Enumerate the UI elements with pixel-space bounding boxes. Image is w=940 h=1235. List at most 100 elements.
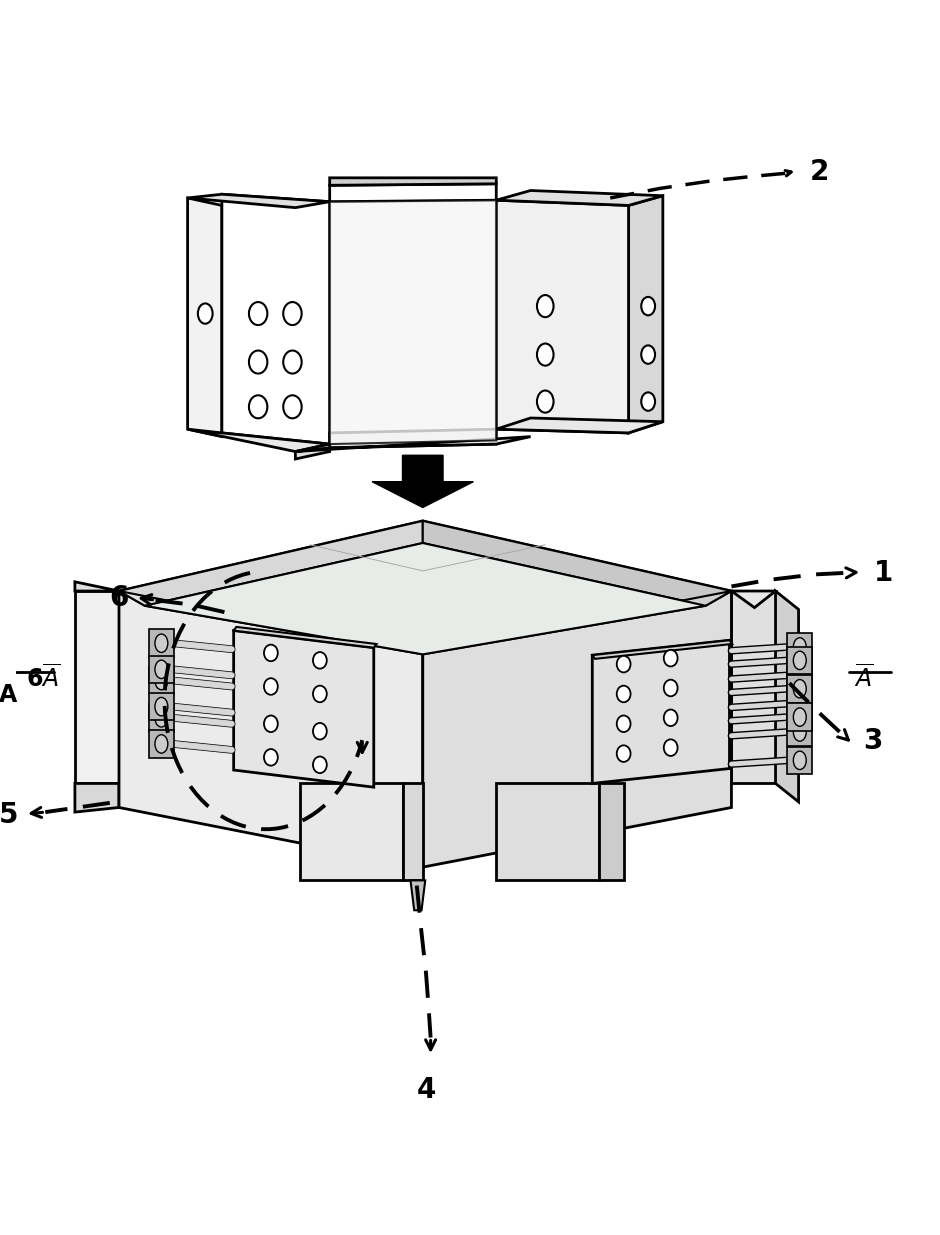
Ellipse shape xyxy=(264,645,278,661)
Ellipse shape xyxy=(617,746,631,762)
Text: 3: 3 xyxy=(863,727,883,755)
Ellipse shape xyxy=(283,395,302,419)
Text: 4: 4 xyxy=(416,1076,436,1104)
Polygon shape xyxy=(119,592,423,655)
Polygon shape xyxy=(295,437,530,452)
Polygon shape xyxy=(731,592,776,783)
Text: 5: 5 xyxy=(0,800,19,829)
Ellipse shape xyxy=(155,661,168,678)
Ellipse shape xyxy=(793,694,807,713)
Ellipse shape xyxy=(155,735,168,753)
Polygon shape xyxy=(119,521,423,605)
Text: 6: 6 xyxy=(27,667,43,692)
Polygon shape xyxy=(330,178,496,185)
FancyBboxPatch shape xyxy=(788,703,812,731)
Text: $\overline{A}$: $\overline{A}$ xyxy=(854,666,873,693)
Ellipse shape xyxy=(793,722,807,741)
FancyBboxPatch shape xyxy=(149,630,174,657)
Ellipse shape xyxy=(249,303,267,325)
Ellipse shape xyxy=(537,390,554,412)
Ellipse shape xyxy=(617,685,631,703)
Polygon shape xyxy=(188,430,330,452)
Ellipse shape xyxy=(617,715,631,732)
FancyBboxPatch shape xyxy=(788,662,812,689)
Ellipse shape xyxy=(537,295,554,317)
Polygon shape xyxy=(75,582,119,592)
Ellipse shape xyxy=(641,296,655,315)
Ellipse shape xyxy=(617,656,631,672)
Polygon shape xyxy=(423,592,731,867)
Ellipse shape xyxy=(249,351,267,373)
Polygon shape xyxy=(629,195,663,433)
Polygon shape xyxy=(776,592,799,802)
Polygon shape xyxy=(496,417,663,433)
Ellipse shape xyxy=(313,757,327,773)
Ellipse shape xyxy=(664,740,678,756)
Ellipse shape xyxy=(313,685,327,703)
Ellipse shape xyxy=(793,651,807,669)
Polygon shape xyxy=(423,592,731,655)
Polygon shape xyxy=(188,198,222,437)
Polygon shape xyxy=(222,194,330,445)
Ellipse shape xyxy=(283,351,302,373)
Polygon shape xyxy=(731,592,776,608)
Polygon shape xyxy=(234,631,374,787)
Polygon shape xyxy=(330,200,496,445)
Polygon shape xyxy=(330,184,496,201)
Polygon shape xyxy=(75,592,119,783)
Ellipse shape xyxy=(264,750,278,766)
Ellipse shape xyxy=(155,672,168,689)
Ellipse shape xyxy=(264,678,278,695)
Ellipse shape xyxy=(793,637,807,656)
Polygon shape xyxy=(592,640,729,783)
Polygon shape xyxy=(119,592,423,867)
Text: 2: 2 xyxy=(810,158,829,185)
Text: A: A xyxy=(0,683,18,706)
Ellipse shape xyxy=(313,652,327,668)
Ellipse shape xyxy=(641,393,655,411)
Ellipse shape xyxy=(664,710,678,726)
Ellipse shape xyxy=(793,751,807,769)
FancyBboxPatch shape xyxy=(149,693,174,720)
Polygon shape xyxy=(300,783,403,881)
Polygon shape xyxy=(119,521,731,651)
FancyBboxPatch shape xyxy=(149,730,174,758)
FancyBboxPatch shape xyxy=(788,690,812,718)
FancyBboxPatch shape xyxy=(149,667,174,694)
Polygon shape xyxy=(145,543,706,655)
Polygon shape xyxy=(411,881,425,910)
Polygon shape xyxy=(496,190,663,205)
Polygon shape xyxy=(188,194,330,207)
Polygon shape xyxy=(403,783,423,881)
Polygon shape xyxy=(330,430,496,448)
Ellipse shape xyxy=(793,708,807,726)
Ellipse shape xyxy=(664,650,678,667)
Ellipse shape xyxy=(249,395,267,419)
Ellipse shape xyxy=(283,303,302,325)
Polygon shape xyxy=(295,445,330,459)
Ellipse shape xyxy=(313,722,327,740)
FancyBboxPatch shape xyxy=(788,674,812,703)
Ellipse shape xyxy=(155,698,168,716)
Text: 6: 6 xyxy=(109,584,129,613)
Ellipse shape xyxy=(155,709,168,727)
Polygon shape xyxy=(234,627,377,647)
Ellipse shape xyxy=(793,679,807,698)
Text: 1: 1 xyxy=(874,558,893,587)
Polygon shape xyxy=(592,640,732,658)
Ellipse shape xyxy=(155,634,168,652)
FancyBboxPatch shape xyxy=(149,704,174,731)
Ellipse shape xyxy=(664,679,678,697)
Ellipse shape xyxy=(641,346,655,364)
FancyBboxPatch shape xyxy=(788,746,812,774)
FancyBboxPatch shape xyxy=(788,647,812,674)
Ellipse shape xyxy=(793,666,807,684)
Polygon shape xyxy=(75,783,119,813)
Ellipse shape xyxy=(537,343,554,366)
Ellipse shape xyxy=(197,304,212,324)
Text: $\overline{A}$: $\overline{A}$ xyxy=(40,666,60,693)
FancyBboxPatch shape xyxy=(149,656,174,683)
Polygon shape xyxy=(599,783,623,881)
Ellipse shape xyxy=(264,715,278,732)
FancyBboxPatch shape xyxy=(788,719,812,746)
